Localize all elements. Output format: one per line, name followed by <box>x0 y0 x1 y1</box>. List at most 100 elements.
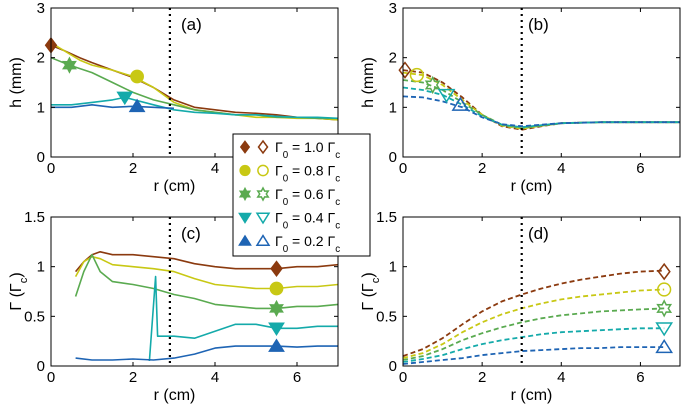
y-axis-label: h (mm) <box>360 57 377 108</box>
y-axis-label: h (mm) <box>8 57 25 108</box>
series-marker-3 <box>437 88 456 104</box>
panel-letter: (b) <box>528 15 549 34</box>
y-tick-label: 0 <box>389 358 397 375</box>
x-tick-label: 0 <box>47 160 55 177</box>
x-tick-label: 4 <box>557 369 565 386</box>
legend-label: Γ0 = 0.6 Γc <box>275 186 340 208</box>
legend-item-2: Γ0 = 0.6 Γc <box>238 186 340 208</box>
y-tick-label: 1 <box>389 99 397 116</box>
series-marker-2 <box>424 75 441 95</box>
x-tick-label: 0 <box>399 369 407 386</box>
series-line-1 <box>403 288 665 359</box>
legend-item-1: Γ0 = 0.8 Γc <box>239 163 340 184</box>
x-tick-label: 6 <box>293 369 301 386</box>
y-tick-label: 0 <box>37 149 45 166</box>
axes-box <box>50 7 339 158</box>
series-marker-1 <box>657 282 672 297</box>
series-marker-2 <box>656 299 673 318</box>
series-marker-1 <box>269 281 284 296</box>
panel-letter: (c) <box>181 224 201 243</box>
series-marker-0 <box>657 262 671 281</box>
series-line-3 <box>148 275 338 362</box>
y-tick-label: 1 <box>389 259 397 276</box>
series-group <box>74 251 338 362</box>
series-line-2 <box>403 307 665 361</box>
legend-filled-marker <box>238 234 252 246</box>
x-axis-label: r (cm) <box>511 178 553 195</box>
series-marker-3 <box>268 322 285 336</box>
series-line-4 <box>403 346 665 365</box>
x-tick-label: 4 <box>211 369 219 386</box>
x-tick-label: 4 <box>557 160 565 177</box>
series-line-1 <box>74 255 338 290</box>
x-tick-label: 2 <box>129 160 137 177</box>
series-line-1 <box>403 71 680 130</box>
series-marker-2 <box>62 56 77 74</box>
panel-letter: (a) <box>181 15 202 34</box>
series-marker-1 <box>409 67 424 83</box>
panel-d: 0 2 4 6 0 0.5 1 1.5 r (cm) Γ (Γc) (d) <box>360 209 681 404</box>
panel-letter: (d) <box>528 224 549 243</box>
series-line-0 <box>74 251 338 273</box>
legend-open-marker <box>257 164 269 177</box>
series-line-4 <box>51 104 175 110</box>
series-line-0 <box>403 269 665 357</box>
series-line-2 <box>51 56 338 120</box>
legend-filled-marker <box>239 140 251 154</box>
axes-box <box>402 7 681 158</box>
series-marker-0 <box>270 260 283 277</box>
x-axis-label: r (cm) <box>511 387 553 404</box>
legend-open-marker <box>257 139 269 155</box>
y-axis-label: Γ (Γc) <box>8 272 30 310</box>
x-tick-label: 4 <box>211 160 219 177</box>
y-tick-label: 1 <box>37 259 45 276</box>
series-marker-4 <box>128 98 146 113</box>
panel-c: 0 2 4 6 0 0.5 1 1.5 r (cm) Γ (Γc) (c) <box>8 209 339 404</box>
legend-filled-marker <box>238 212 252 224</box>
series-marker-1 <box>130 69 144 84</box>
y-tick-label: 1 <box>37 99 45 116</box>
y-tick-label: 0 <box>37 358 45 375</box>
x-tick-label: 6 <box>636 160 644 177</box>
y-axis-label: Γ (Γc) <box>360 272 382 310</box>
series-marker-4 <box>268 338 285 352</box>
legend-item-3: Γ0 = 0.4 Γc <box>238 210 340 232</box>
y-tick-label: 1.5 <box>376 209 397 226</box>
series-line-3 <box>51 96 338 120</box>
series-line-1 <box>51 42 338 121</box>
y-tick-label: 2 <box>37 50 45 67</box>
x-tick-label: 2 <box>478 369 486 386</box>
y-tick-label: 3 <box>37 0 45 17</box>
legend-filled-marker <box>238 186 252 202</box>
y-tick-label: 1.5 <box>24 209 45 226</box>
series-marker-0 <box>398 61 412 79</box>
legend-box <box>232 133 371 257</box>
legend-item-0: Γ0 = 1.0 Γc <box>239 139 340 161</box>
series-line-3 <box>403 86 680 129</box>
axes-box <box>402 216 681 367</box>
series-group <box>403 269 665 365</box>
legend-item-4: Γ0 = 0.2 Γc <box>238 233 340 255</box>
x-tick-label: 2 <box>129 369 137 386</box>
series-marker-3 <box>655 322 674 337</box>
series-line-4 <box>75 345 338 361</box>
x-tick-label: 0 <box>399 160 407 177</box>
x-tick-label: 0 <box>47 369 55 386</box>
y-tick-label: 3 <box>389 0 397 17</box>
legend-label: Γ0 = 0.4 Γc <box>275 210 340 232</box>
series-line-3 <box>403 327 665 363</box>
series-marker-2 <box>269 299 284 317</box>
series-group <box>403 69 680 131</box>
legend-label: Γ0 = 0.2 Γc <box>275 233 340 255</box>
series-line-0 <box>51 44 338 121</box>
axes-box <box>50 216 339 367</box>
panel-b: 0 2 4 6 0 1 2 3 r (cm) h (mm) (b) <box>360 0 681 195</box>
legend-open-marker <box>255 234 271 246</box>
x-tick-label: 2 <box>478 160 486 177</box>
y-tick-label: 2 <box>389 50 397 67</box>
series-marker-4 <box>655 338 674 354</box>
x-axis-label: r (cm) <box>154 387 196 404</box>
